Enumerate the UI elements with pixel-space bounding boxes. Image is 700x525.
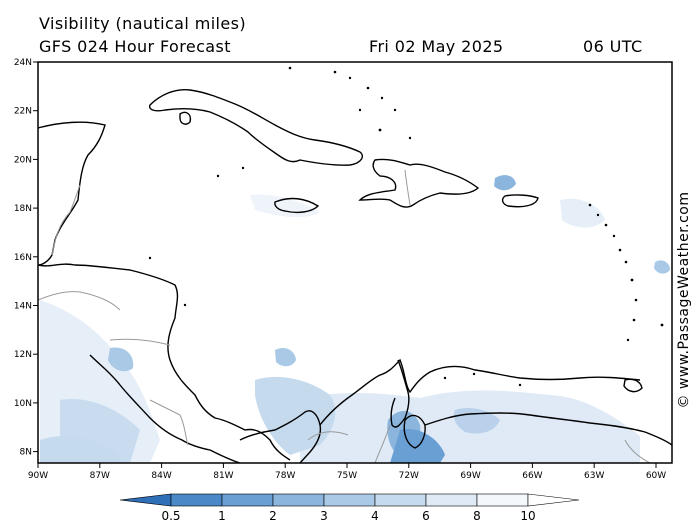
shade-darien [275,348,296,367]
lon-label: 66W [522,471,542,481]
venezuela-coastline [424,412,672,446]
lon-label: 72W [399,471,419,481]
puerto-rico-coastline [501,194,539,208]
lat-label: 16N [14,253,32,263]
map-title: Visibility (nautical miles) [39,14,247,33]
shade-bottom-left [40,435,120,463]
lon-label: 87W [90,471,110,481]
latitude-axis: 24N 22N 20N 18N 16N 14N 12N 10N 8N [14,58,38,458]
colorbar-label: 0.5 [161,509,180,523]
colorbar-segment [476,493,529,507]
forecast-date: Fri 02 May 2025 [369,37,504,56]
colorbar-label: 1 [218,509,226,523]
shade-cuba-south [250,194,320,218]
lat-label: 20N [14,155,32,165]
forecast-time: 06 UTC [583,37,643,56]
pacific-coastline [89,354,241,463]
longitude-axis: 90W 87W 84W 81W 78W 75W 72W 69W 66W 63W 60W [28,463,666,481]
hispaniola-coastline [358,158,480,208]
central-america-coastline [38,263,291,461]
colorbar-label: 10 [520,509,535,523]
country-borders [38,169,651,463]
lake-maracaibo [403,414,426,449]
lon-label: 78W [275,471,295,481]
lon-label: 63W [584,471,604,481]
colorbar-segment [323,493,376,507]
mexico-belize-border [51,184,81,256]
jamaica-coastline [274,197,320,214]
coastlines [38,88,672,463]
lon-label: 90W [28,471,48,481]
forecast-label: GFS 024 Hour Forecast [39,37,231,56]
shade-costa-rica [108,347,134,372]
credit-text: © www.PassageWeather.com [676,191,692,409]
colorbar-label: 6 [422,509,430,523]
colombia-venezuela-border [374,424,391,463]
guatemala-border [38,291,121,311]
lon-label: 84W [151,471,171,481]
trinidad-coastline [623,378,643,393]
yucatan-coastline [38,121,106,266]
map-frame [37,61,673,464]
costa-rica-border [149,399,189,446]
colorbar-segment [272,493,325,507]
colorbar-segment [527,493,580,507]
panama-coastline [239,410,322,463]
cuba-coastline [148,88,363,166]
colorbar-label: 3 [320,509,328,523]
haiti-dr-border [404,169,411,206]
lat-label: 24N [14,58,32,68]
colombia-coastline [319,358,641,426]
panama-colombia-border [307,431,349,441]
nicaragua-border [109,338,171,346]
gulf-of-venezuela [390,359,410,428]
lon-label: 81W [213,471,233,481]
colorbar-segment [221,493,274,507]
colorbar-segment [425,493,478,507]
colorbar-legend: 0.5 1 2 3 4 6 8 10 [119,493,580,523]
lat-label: 10N [14,399,32,409]
isla-juventud [179,111,192,125]
lat-label: 8N [20,448,32,458]
lon-label: 75W [337,471,357,481]
visibility-shading [40,175,670,463]
shade-puerto-rico [494,175,516,191]
lon-label: 69W [460,471,480,481]
colorbar-segment [119,493,172,507]
colorbar-label: 8 [473,509,481,523]
colorbar-segment [374,493,427,507]
shade-east-caribbean [560,198,605,228]
lat-label: 14N [14,302,32,312]
colorbar-label: 2 [269,509,277,523]
colorbar-label: 4 [371,509,379,523]
venezuela-guyana-border [624,439,651,463]
lon-label: 60W [646,471,666,481]
lat-label: 22N [14,107,32,117]
lat-label: 18N [14,204,32,214]
small-islands [148,66,664,387]
colorbar-segment [170,493,223,507]
shade-trinidad [654,260,670,274]
lat-label: 12N [14,350,32,360]
